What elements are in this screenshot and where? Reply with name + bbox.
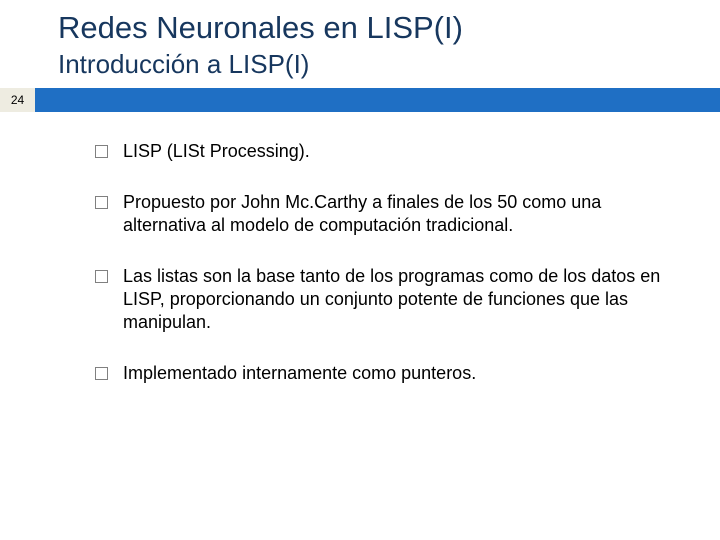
slide-subtitle: Introducción a LISP(I) — [58, 48, 720, 81]
list-item: Implementado internamente como punteros. — [95, 362, 680, 385]
slide: Redes Neuronales en LISP(I) Introducción… — [0, 0, 720, 540]
list-item: Las listas son la base tanto de los prog… — [95, 265, 680, 334]
bullet-list: LISP (LISt Processing). Propuesto por Jo… — [95, 140, 680, 385]
content-area: LISP (LISt Processing). Propuesto por Jo… — [0, 112, 720, 385]
header-accent-bar — [35, 88, 720, 112]
title-block: Redes Neuronales en LISP(I) Introducción… — [0, 0, 720, 84]
header-bar-row: 24 — [0, 88, 720, 112]
list-item: Propuesto por John Mc.Carthy a finales d… — [95, 191, 680, 237]
page-number-badge: 24 — [0, 88, 35, 112]
list-item: LISP (LISt Processing). — [95, 140, 680, 163]
slide-title: Redes Neuronales en LISP(I) — [58, 10, 720, 46]
